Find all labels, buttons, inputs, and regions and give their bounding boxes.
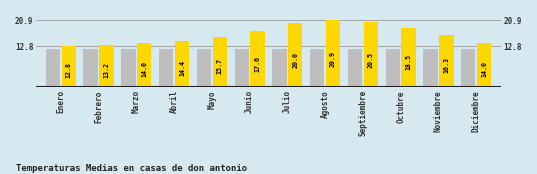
Text: 14.0: 14.0 — [481, 61, 487, 77]
Bar — [197, 49, 211, 87]
Bar — [121, 49, 135, 87]
Bar — [46, 49, 60, 87]
Bar — [348, 49, 362, 87]
Text: 20.9: 20.9 — [330, 51, 336, 67]
Text: 15.7: 15.7 — [217, 58, 223, 74]
Text: 12.8: 12.8 — [66, 62, 72, 78]
Text: 13.2: 13.2 — [104, 62, 110, 78]
Bar — [402, 28, 416, 87]
Bar — [386, 49, 400, 87]
Bar — [364, 22, 378, 87]
Text: 14.4: 14.4 — [179, 60, 185, 76]
Text: 20.5: 20.5 — [368, 52, 374, 68]
Bar — [310, 49, 324, 87]
Bar — [159, 49, 173, 87]
Text: 18.5: 18.5 — [405, 54, 411, 70]
Bar — [137, 42, 151, 87]
Bar — [175, 41, 189, 87]
Bar — [272, 49, 287, 87]
Text: Temperaturas Medias en casas de don antonio: Temperaturas Medias en casas de don anto… — [16, 164, 247, 173]
Text: 16.3: 16.3 — [444, 57, 449, 73]
Bar — [213, 37, 227, 87]
Bar — [62, 46, 76, 87]
Bar — [477, 42, 491, 87]
Text: 17.6: 17.6 — [255, 56, 260, 72]
Text: 20.0: 20.0 — [292, 52, 299, 68]
Bar — [99, 45, 114, 87]
Bar — [235, 49, 249, 87]
Bar — [326, 20, 340, 87]
Bar — [461, 49, 475, 87]
Bar — [83, 49, 98, 87]
Bar — [439, 35, 454, 87]
Bar — [288, 23, 302, 87]
Bar — [250, 31, 265, 87]
Bar — [423, 49, 438, 87]
Text: 14.0: 14.0 — [141, 61, 147, 77]
